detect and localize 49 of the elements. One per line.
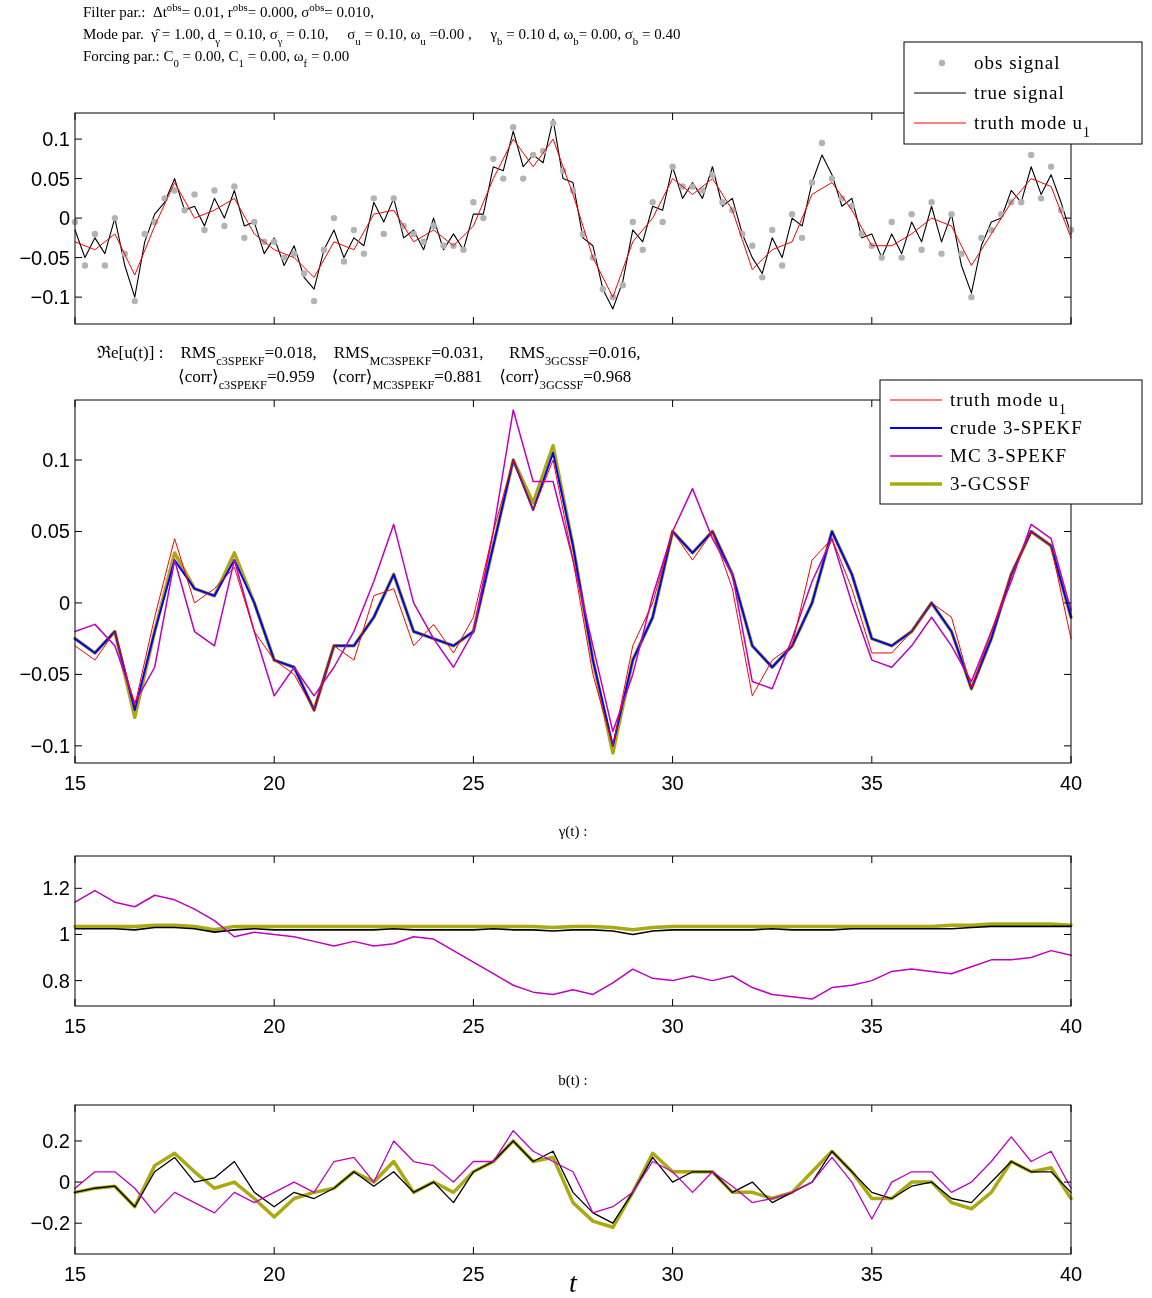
legend-label: crude 3-SPEKF xyxy=(950,417,1083,438)
legend-label: 3-GCSSF xyxy=(950,473,1031,494)
x-tick-label: 15 xyxy=(63,1263,87,1285)
x-tick-label: 30 xyxy=(661,1015,684,1037)
chart-title: b(t) : xyxy=(558,1072,588,1089)
y-tick-label: 0 xyxy=(58,591,70,614)
y-tick-label: 1 xyxy=(58,923,70,946)
x-tick-label: 40 xyxy=(1059,1263,1083,1285)
y-tick-label: −0.05 xyxy=(19,663,70,686)
x-tick-label: 25 xyxy=(462,1263,485,1285)
y-tick-label: 1.2 xyxy=(42,877,70,900)
x-tick-label: 15 xyxy=(63,772,87,794)
y-tick-label: 0.05 xyxy=(31,167,70,190)
legend-label: true signal xyxy=(974,82,1065,103)
x-tick-label: 40 xyxy=(1059,1015,1083,1037)
x-tick-label: 20 xyxy=(263,1263,286,1285)
y-tick-label: −0.05 xyxy=(19,246,70,269)
y-tick-label: 0.8 xyxy=(42,969,70,992)
y-tick-label: −0.2 xyxy=(30,1212,70,1235)
x-tick-label: 25 xyxy=(462,1015,485,1037)
legend-label: obs signal xyxy=(974,52,1061,73)
x-tick-label: 35 xyxy=(860,1015,883,1037)
text: Filter par.: Δt$^{obs}$= 0.01, r$^{obs}$= 0.000, σ$^{obs}$= 0.010, xyxy=(83,1,375,20)
x-tick-label: 20 xyxy=(263,772,286,794)
x-axis-title: t xyxy=(569,1267,579,1298)
chart-title: γ(t) : xyxy=(557,823,588,840)
legend-label: truth mode u$_{1}$ xyxy=(950,389,1067,417)
y-tick-label: −0.1 xyxy=(30,286,70,309)
y-tick-label: 0.1 xyxy=(42,449,70,472)
x-tick-label: 15 xyxy=(63,1015,87,1037)
text: Mode par. γ̂ = 1.00, d$_{γ}$ = 0.10, σ$_{γ}$ = 0.10, σ$_{u}$ = 0.10, ω$_{u}$ =0.00 , γ$_{b}$ = 0.10 d, ω$_{b}$= 0.00, σ$_{b}$ = 0.40 xyxy=(83,26,681,47)
x-tick-label: 20 xyxy=(263,1015,286,1037)
y-tick-label: 0.05 xyxy=(31,520,70,543)
y-tick-label: 0 xyxy=(58,1171,70,1194)
x-tick-label: 25 xyxy=(462,772,485,794)
chart-title: ℜe[u(t)] : RMS$_{c3SPEKF}$=0.018, RMS$_{MC3SPEKF}$=0.031, RMS$_{3GCSSF}$=0.016, xyxy=(97,343,641,368)
legend-label: MC 3-SPEKF xyxy=(950,445,1068,466)
y-tick-label: 0.2 xyxy=(42,1129,70,1152)
y-tick-label: 0 xyxy=(58,207,70,230)
x-tick-label: 30 xyxy=(661,772,684,794)
chart-subtitle: ⟨corr⟩$_{c3SPEKF}$=0.959 ⟨corr⟩$_{MC3SPEKF}$=0.881 ⟨corr⟩$_{3GCSSF}$=0.968 xyxy=(178,367,632,392)
x-tick-label: 40 xyxy=(1059,772,1083,794)
x-tick-label: 35 xyxy=(860,1263,883,1285)
text: Forcing par.: C$_{0}$ = 0.00, C$_{1}$ = 0.00, ω$_{f}$ = 0.00 xyxy=(83,48,350,69)
x-tick-label: 35 xyxy=(860,772,883,794)
x-tick-label: 30 xyxy=(661,1263,684,1285)
legend-label: truth mode u$_{1}$ xyxy=(974,112,1091,140)
y-tick-label: −0.1 xyxy=(30,734,70,757)
y-tick-label: 0.1 xyxy=(42,128,70,151)
